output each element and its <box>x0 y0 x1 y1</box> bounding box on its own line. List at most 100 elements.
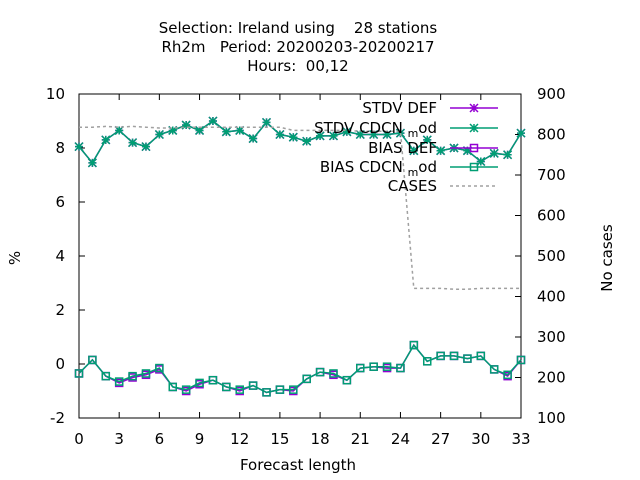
series <box>74 116 526 168</box>
square-marker <box>422 357 432 366</box>
title-line: Selection: Ireland using 28 stations <box>159 19 438 37</box>
star-marker <box>342 127 352 137</box>
series-line <box>78 120 522 165</box>
star-marker <box>469 103 479 113</box>
square-marker <box>181 385 191 394</box>
square-marker <box>489 365 499 374</box>
square-marker <box>208 375 218 385</box>
star-marker <box>288 132 298 142</box>
star-marker <box>355 129 365 140</box>
star-marker <box>221 127 231 137</box>
star-marker <box>503 150 513 160</box>
x-tick-label: 18 <box>311 430 330 448</box>
star-marker <box>235 125 245 135</box>
square-marker <box>396 363 405 373</box>
star-marker <box>114 125 124 135</box>
square-marker <box>356 363 365 373</box>
y-tick-label: 8 <box>55 139 65 157</box>
star-marker <box>516 128 526 138</box>
square-marker <box>114 377 124 386</box>
y2-tick-label: 700 <box>537 166 566 184</box>
y-tick-label: 4 <box>55 247 65 265</box>
y2-tick-label: 500 <box>537 247 566 265</box>
legend-label: STDV DEF <box>362 99 437 117</box>
square-marker <box>74 369 84 378</box>
x-tick-label: 33 <box>511 430 530 448</box>
square-marker <box>476 351 486 361</box>
star-marker <box>181 120 191 130</box>
y-tick-label: 10 <box>46 85 65 103</box>
x-tick-label: 6 <box>155 430 165 448</box>
x-tick-label: 0 <box>74 430 84 448</box>
x-tick-label: 27 <box>431 430 450 448</box>
legend-entry: STDV CDCN mod <box>314 119 498 140</box>
x-tick-label: 30 <box>471 430 490 448</box>
y2-tick-label: 300 <box>537 328 566 346</box>
y-tick-label: 6 <box>55 193 65 211</box>
square-marker <box>369 362 378 371</box>
square-marker <box>235 385 244 394</box>
star-marker <box>469 123 479 133</box>
star-marker <box>315 131 325 141</box>
square-marker <box>503 370 512 380</box>
square-marker <box>289 385 298 394</box>
axis-ticks: 0 3 6 9 12 15 18 21 24 27 30 33-2024681010020030040… <box>46 85 566 448</box>
star-marker <box>409 146 419 156</box>
square-marker <box>88 355 97 365</box>
y2-tick-label: 400 <box>537 288 566 306</box>
y-tick-label: 2 <box>55 301 65 319</box>
y-axis-label: % <box>6 251 24 265</box>
star-marker <box>328 131 339 141</box>
y-tick-label: -2 <box>50 409 65 427</box>
square-marker <box>195 378 204 388</box>
square-marker <box>155 363 164 373</box>
series <box>74 340 526 397</box>
y2-tick-label: 800 <box>537 126 566 144</box>
star-marker <box>275 129 285 140</box>
star-marker <box>302 136 312 146</box>
star-marker <box>195 125 205 135</box>
square-marker <box>342 375 352 385</box>
y2-tick-label: 100 <box>537 409 566 427</box>
title-line: Hours: 00,12 <box>247 57 348 75</box>
star-marker <box>489 148 499 158</box>
x-tick-label: 24 <box>391 430 410 448</box>
square-marker <box>141 369 151 378</box>
star-marker <box>369 129 379 140</box>
square-marker <box>382 362 392 371</box>
square-marker <box>128 371 137 381</box>
star-marker <box>436 146 446 156</box>
square-marker <box>248 381 258 390</box>
star-marker <box>382 129 392 140</box>
square-marker <box>436 351 445 361</box>
square-marker <box>469 143 479 153</box>
legend-label: CASES <box>388 177 437 195</box>
square-marker <box>449 351 459 361</box>
y2-axis-label: No cases <box>598 224 616 292</box>
star-marker <box>154 129 164 140</box>
x-tick-label: 3 <box>114 430 124 448</box>
series-group <box>74 116 526 397</box>
star-marker <box>101 135 111 145</box>
legend-entry: CASES <box>388 177 498 195</box>
x-axis-label: Forecast length <box>240 456 356 474</box>
series-line <box>79 125 521 290</box>
x-tick-label: 12 <box>230 430 249 448</box>
x-tick-label: 21 <box>351 430 370 448</box>
y2-tick-label: 600 <box>537 207 566 225</box>
legend-label: BIAS CDCN mod <box>320 158 437 179</box>
legend-entry: BIAS CDCN mod <box>320 158 498 179</box>
legend-label: STDV CDCN mod <box>314 119 437 140</box>
star-marker <box>261 117 272 127</box>
star-marker <box>462 146 472 156</box>
square-marker <box>101 371 111 381</box>
chart-title: Selection: Ireland using 28 stationsRh2m… <box>159 19 438 75</box>
square-marker <box>275 385 285 394</box>
title-line: Rh2m Period: 20200203-20200217 <box>161 38 434 56</box>
square-marker <box>463 354 472 363</box>
y2-tick-label: 200 <box>537 369 566 387</box>
star-marker <box>248 134 258 144</box>
series-line <box>78 343 522 394</box>
star-marker <box>74 142 84 152</box>
